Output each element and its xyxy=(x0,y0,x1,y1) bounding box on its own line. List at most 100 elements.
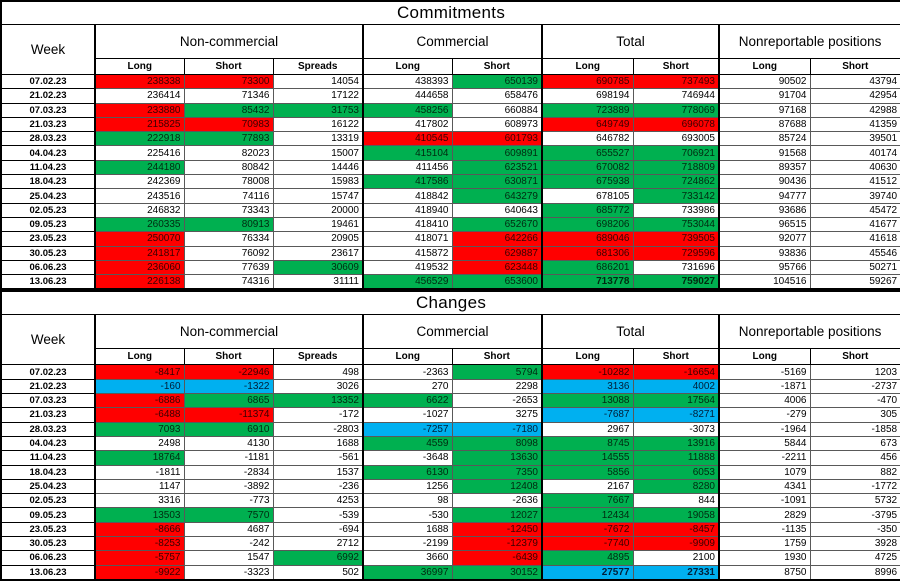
value-cell: 39740 xyxy=(809,188,900,204)
value-cell: 45546 xyxy=(809,245,900,261)
value-cell: 82023 xyxy=(183,145,274,161)
value-cell: 1147 xyxy=(94,478,185,495)
value-cell: 50271 xyxy=(809,259,900,276)
value-cell: 4895 xyxy=(541,550,634,566)
changes-group-nonreportable-positions: Nonreportable positions xyxy=(717,314,900,350)
week-cell: 13.06.23 xyxy=(0,564,96,581)
value-cell: 706921 xyxy=(632,145,720,161)
week-cell: 25.04.23 xyxy=(0,478,96,495)
changes-week-header: Week xyxy=(0,314,96,366)
value-cell: 681306 xyxy=(541,245,634,261)
value-cell: 15983 xyxy=(272,174,364,190)
value-cell: 673 xyxy=(809,435,900,452)
value-cell: 733142 xyxy=(632,188,720,204)
value-cell: 76092 xyxy=(183,245,274,261)
value-cell: 685772 xyxy=(541,202,634,218)
commitments-row-25.04.23: 25.04.23 243516 74116 15747 418842 643279 6781… xyxy=(0,188,900,204)
commitments-subheader-short: Short xyxy=(451,58,543,75)
commitments-subheader-long: Long xyxy=(541,58,634,75)
value-cell: 73300 xyxy=(183,73,274,90)
value-cell: 12408 xyxy=(451,478,543,495)
week-cell: 25.04.23 xyxy=(0,188,96,204)
value-cell: 649749 xyxy=(541,116,634,133)
value-cell: 23617 xyxy=(272,245,364,261)
value-cell: 8098 xyxy=(451,435,543,452)
value-cell: 14054 xyxy=(272,73,364,90)
changes-row-04.04.23: 04.04.23 2498 4130 1688 4559 8098 8745 13916 584… xyxy=(0,435,900,452)
value-cell: 73343 xyxy=(183,202,274,218)
value-cell: -1091 xyxy=(718,493,811,509)
value-cell: 1256 xyxy=(362,478,453,495)
value-cell: 698206 xyxy=(541,216,634,233)
value-cell: 6130 xyxy=(362,464,453,480)
value-cell: 43794 xyxy=(809,73,900,90)
value-cell: 13503 xyxy=(94,507,185,523)
value-cell: 236414 xyxy=(94,88,185,104)
value-cell: 42954 xyxy=(809,88,900,104)
value-cell: 31111 xyxy=(272,274,364,290)
week-cell: 21.02.23 xyxy=(0,88,96,104)
value-cell: 11888 xyxy=(632,450,720,466)
value-cell: 39501 xyxy=(809,131,900,147)
changes-group-non-commercial: Non-commercial xyxy=(94,314,364,350)
value-cell: 14555 xyxy=(541,450,634,466)
week-cell: 28.03.23 xyxy=(0,421,96,437)
value-cell: 71346 xyxy=(183,88,274,104)
value-cell: 1537 xyxy=(272,464,364,480)
changes-row-02.05.23: 02.05.23 3316 -773 4253 98 -2636 7667 844 -1091 5… xyxy=(0,493,900,509)
value-cell: 4341 xyxy=(718,478,811,495)
value-cell: 45472 xyxy=(809,202,900,218)
value-cell: -1135 xyxy=(718,521,811,538)
value-cell: -8417 xyxy=(94,364,185,380)
value-cell: 226138 xyxy=(94,274,185,290)
value-cell: 305 xyxy=(809,407,900,423)
value-cell: 13352 xyxy=(272,393,364,409)
value-cell: 91568 xyxy=(718,145,811,161)
value-cell: 658476 xyxy=(451,88,543,104)
commitments-row-11.04.23: 11.04.23 244180 80842 14446 411456 623521 6700… xyxy=(0,159,900,176)
week-cell: 21.03.23 xyxy=(0,116,96,133)
value-cell: -7180 xyxy=(451,421,543,437)
changes-row-07.03.23: 07.03.23 -6886 6865 13352 6622 -2653 13088 1756… xyxy=(0,393,900,409)
value-cell: 731696 xyxy=(632,259,720,276)
value-cell: 246832 xyxy=(94,202,185,218)
commitments-row-23.05.23: 23.05.23 250070 76334 20905 418071 642266 6890… xyxy=(0,231,900,247)
commitments-row-09.05.23: 09.05.23 260335 80913 19461 418410 652670 6982… xyxy=(0,216,900,233)
value-cell: 601793 xyxy=(451,131,543,147)
changes-title: Changes xyxy=(0,290,900,316)
value-cell: 623521 xyxy=(451,159,543,176)
changes-subheader-spreads: Spreads xyxy=(272,348,364,366)
value-cell: 13319 xyxy=(272,131,364,147)
value-cell: 250070 xyxy=(94,231,185,247)
value-cell: 94777 xyxy=(718,188,811,204)
value-cell: -1322 xyxy=(183,378,274,395)
commitments-group-commercial: Commercial xyxy=(362,24,543,59)
value-cell: 629887 xyxy=(451,245,543,261)
commitments-row-07.02.23: 07.02.23 238338 73300 14054 438393 650139 6907… xyxy=(0,73,900,90)
value-cell: -694 xyxy=(272,521,364,538)
value-cell: 91704 xyxy=(718,88,811,104)
week-cell: 30.05.23 xyxy=(0,245,96,261)
value-cell: 59267 xyxy=(809,274,900,290)
value-cell: 5856 xyxy=(541,464,634,480)
commitments-row-28.03.23: 28.03.23 222918 77893 13319 410545 601793 6467… xyxy=(0,131,900,147)
value-cell: 242369 xyxy=(94,174,185,190)
changes-row-13.06.23: 13.06.23 -9922 -3323 502 36997 30152 27577 2733… xyxy=(0,564,900,581)
value-cell: -8666 xyxy=(94,521,185,538)
value-cell: 882 xyxy=(809,464,900,480)
value-cell: 41677 xyxy=(809,216,900,233)
changes-row-21.03.23: 21.03.23 -6488 -11374 -172 -1027 3275 -7687 -82… xyxy=(0,407,900,423)
value-cell: 8745 xyxy=(541,435,634,452)
week-cell: 11.04.23 xyxy=(0,450,96,466)
value-cell: 609891 xyxy=(451,145,543,161)
value-cell: 42988 xyxy=(809,102,900,118)
value-cell: 6865 xyxy=(183,393,274,409)
week-cell: 07.03.23 xyxy=(0,393,96,409)
value-cell: 30152 xyxy=(451,564,543,581)
value-cell: -236 xyxy=(272,478,364,495)
value-cell: 418940 xyxy=(362,202,453,218)
value-cell: 502 xyxy=(272,564,364,581)
commitments-table: Commitments Week Non-commercial Commercial T… xyxy=(0,0,900,291)
value-cell: -16654 xyxy=(632,364,720,380)
